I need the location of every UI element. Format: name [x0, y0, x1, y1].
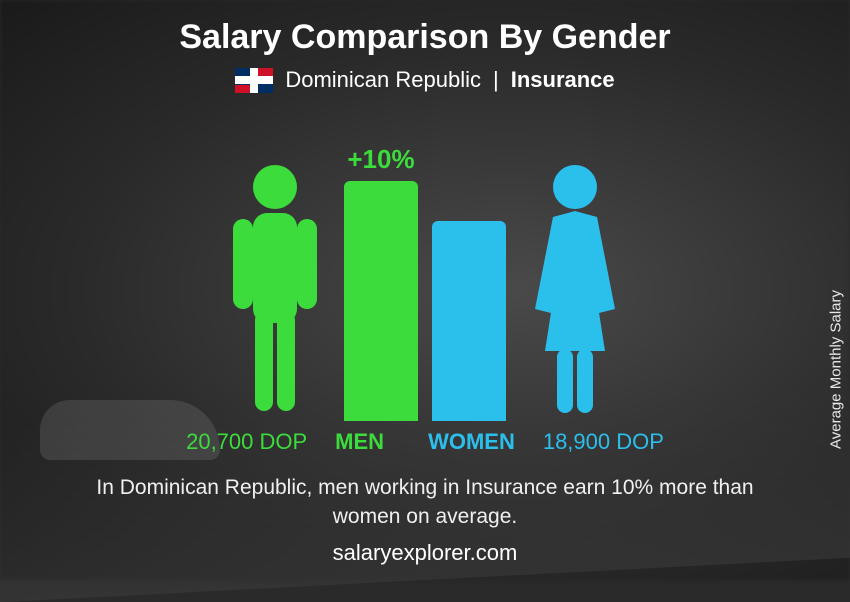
y-axis-label: Average Monthly Salary	[828, 290, 845, 449]
men-label: MEN	[335, 429, 384, 455]
separator: |	[493, 67, 499, 93]
men-bar-wrap: +10%	[344, 144, 418, 421]
footer-source: salaryexplorer.com	[0, 540, 850, 566]
man-icon	[220, 161, 330, 421]
delta-label: +10%	[347, 144, 414, 175]
subtitle-row: Dominican Republic | Insurance	[235, 67, 614, 93]
women-bar-wrap	[432, 221, 506, 421]
description-text: In Dominican Republic, men working in In…	[65, 473, 785, 532]
salary-bar-chart: +10%	[125, 111, 725, 421]
industry-label: Insurance	[511, 67, 615, 93]
dominican-republic-flag-icon	[235, 68, 273, 93]
country-label: Dominican Republic	[285, 67, 481, 93]
women-bar	[432, 221, 506, 421]
page-title: Salary Comparison By Gender	[179, 18, 670, 57]
women-salary-value: 18,900 DOP	[543, 429, 664, 455]
men-salary-value: 20,700 DOP	[186, 429, 307, 455]
woman-icon	[520, 161, 630, 421]
men-bar	[344, 181, 418, 421]
women-label: WOMEN	[428, 429, 515, 455]
labels-row: 20,700 DOP MEN WOMEN 18,900 DOP	[125, 429, 725, 455]
content-container: Salary Comparison By Gender Dominican Re…	[0, 0, 850, 580]
